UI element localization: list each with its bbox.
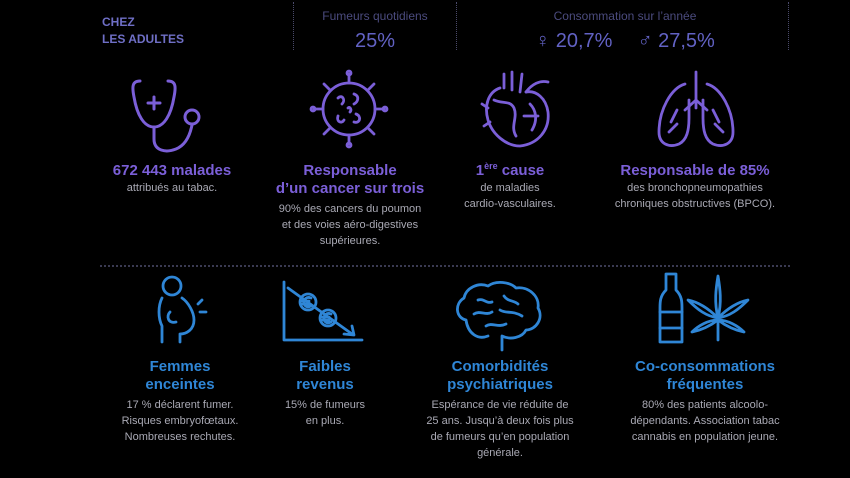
cancer-cell-icon <box>309 69 389 149</box>
social-psych-desc: Espérance de vie réduite de 25 ans. Jusq… <box>426 399 574 459</box>
yearly-consumption-values: ♀ 20,7% ♂ 27,5% <box>470 30 780 53</box>
stat-malades-desc: attribués au tabac. <box>126 182 218 194</box>
social-pregnant-title: Femmes enceintes <box>145 358 215 393</box>
brain-icon <box>452 280 544 352</box>
heart-icon <box>480 70 554 150</box>
section-label-line1: CHEZ <box>102 15 135 29</box>
female-value: 20,7% <box>555 30 613 52</box>
section-divider <box>100 265 790 267</box>
daily-smokers-caption: Fumeurs quotidiens <box>322 9 428 23</box>
bottle-cannabis-icon <box>658 272 754 344</box>
header-divider-left <box>293 2 294 50</box>
social-income-desc: 15% de fumeurs en plus. <box>284 399 366 427</box>
section-label: CHEZ LES ADULTES <box>102 14 184 48</box>
euro-decline-icon <box>282 280 366 346</box>
stat-cardio-desc: de maladies cardio-vasculaires. <box>464 182 556 210</box>
social-coconsumption-title: Co-consommations fréquentes <box>634 358 775 393</box>
stat-cancer-title: Responsable d’un cancer sur trois <box>275 162 425 197</box>
header-divider-right <box>456 2 457 50</box>
social-coconsumption-desc: 80% des patients alcoolo- dépendants. As… <box>630 399 780 443</box>
social-psych-title: Comorbidités psychiatriques <box>447 358 553 393</box>
stat-cancer-desc: 90% des cancers du poumon et des voies a… <box>278 203 422 247</box>
male-value: 27,5% <box>658 30 715 52</box>
lungs-icon <box>655 70 737 150</box>
stat-malades-title: 672 443 malades <box>112 162 232 179</box>
header-divider-end <box>788 2 789 50</box>
social-income-title: Faibles revenus <box>296 358 354 393</box>
daily-smokers-value: 25% <box>354 30 396 52</box>
stat-bpco-desc: des bronchopneumopathies chroniques obst… <box>614 182 776 210</box>
pregnant-woman-icon <box>150 272 208 344</box>
male-symbol-icon: ♂ <box>637 30 653 52</box>
female-symbol-icon: ♀ <box>535 30 551 52</box>
yearly-consumption-caption: Consommation sur l’année <box>553 9 697 23</box>
social-pregnant-desc: 17 % déclarent fumer. Risques embryofœta… <box>121 399 239 443</box>
stethoscope-icon <box>131 75 208 157</box>
stat-cardio-title: 1ère cause <box>475 161 545 180</box>
stat-bpco-title: Responsable de 85% <box>620 162 770 179</box>
section-label-line2: LES ADULTES <box>102 32 185 46</box>
